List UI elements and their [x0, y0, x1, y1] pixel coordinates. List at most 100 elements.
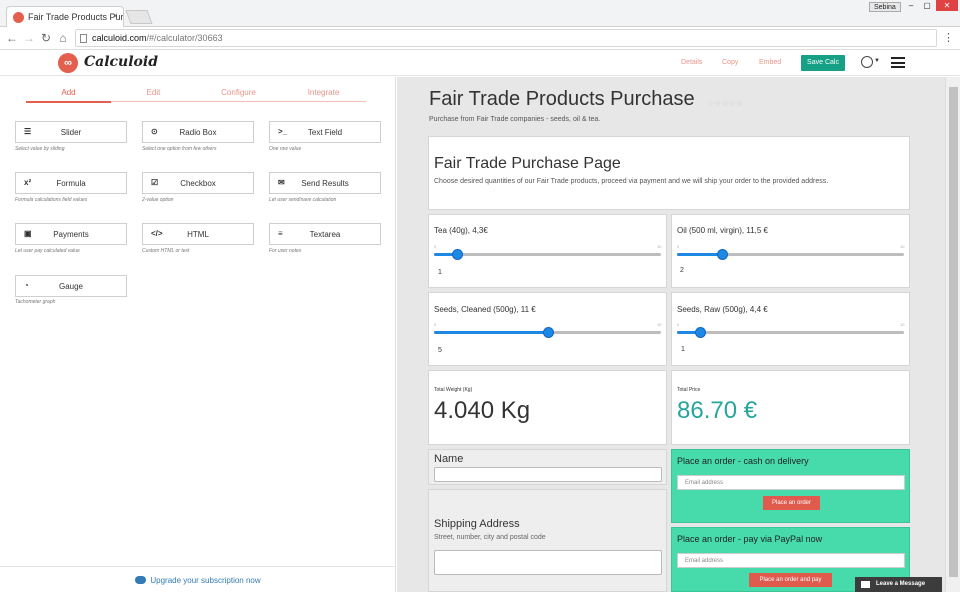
name-label: Name — [434, 453, 464, 465]
builder-panel: Add Edit Configure Integrate ☰ Slider Se… — [0, 77, 396, 592]
slider-label: Tea (40g), 4,3€ — [434, 226, 488, 235]
home-icon[interactable]: ⌂ — [59, 31, 67, 45]
reload-icon[interactable]: ↻ — [40, 31, 52, 45]
total-weight-card: Total Weight (Kg) 4.040 Kg — [428, 370, 667, 445]
forward-arrow-icon[interactable]: → — [23, 31, 35, 45]
slider-thumb[interactable] — [543, 327, 554, 338]
order-paypal-email-input[interactable]: Email address — [677, 553, 905, 568]
tab-edit[interactable]: Edit — [146, 88, 161, 97]
align-left-icon: ≡ — [278, 229, 283, 238]
slider-thumb[interactable] — [717, 249, 728, 260]
intro-text: Choose desired quantities of our Fair Tr… — [434, 178, 829, 185]
minimize-icon[interactable]: – — [908, 1, 914, 10]
shipping-address-textarea[interactable] — [434, 550, 662, 575]
slider-max: 10 — [657, 244, 662, 249]
embed-link[interactable]: Embed — [759, 59, 782, 66]
app-header: ∞ Calculoid Details Copy Embed Save Calc… — [0, 50, 960, 76]
tab-configure[interactable]: Configure — [221, 88, 256, 97]
widget-label: Formula — [56, 179, 86, 188]
slider-thumb[interactable] — [452, 249, 463, 260]
widget-send-results[interactable]: ✉ Send Results — [269, 172, 381, 194]
browser-menu-icon[interactable]: ⋮ — [943, 32, 954, 44]
copy-link[interactable]: Copy — [722, 59, 739, 66]
slider-label: Seeds, Raw (500g), 4,4 € — [677, 305, 768, 314]
slider-fill — [434, 331, 548, 334]
slider-min: 0 — [677, 322, 680, 327]
widget-label: Payments — [53, 230, 89, 239]
details-link[interactable]: Details — [681, 59, 703, 66]
widget-radio-box[interactable]: ⊙ Radio Box — [142, 121, 254, 143]
order-cash-title: Place an order - cash on delivery — [677, 456, 809, 466]
slider-fill — [434, 253, 457, 256]
upgrade-link[interactable]: Upgrade your subscription now — [0, 566, 396, 592]
tachometer-icon: ◔ — [24, 281, 29, 290]
total-price-label: Total Price — [677, 387, 701, 393]
slider-track[interactable] — [434, 249, 661, 260]
intro-card: Fair Trade Purchase Page Choose desired … — [428, 136, 910, 210]
slider-fill — [677, 331, 700, 334]
slider-track[interactable] — [434, 327, 661, 338]
restore-icon[interactable]: ▢ — [923, 1, 931, 10]
order-cash-card: Place an order - cash on delivery Email … — [671, 449, 910, 523]
order-cash-email-input[interactable]: Email address — [677, 475, 905, 490]
save-calc-button[interactable]: Save Calc — [801, 55, 845, 71]
slider-thumb[interactable] — [695, 327, 706, 338]
slider-min: 0 — [434, 244, 437, 249]
terminal-icon: >_ — [278, 127, 288, 136]
window-user-badge[interactable]: Sebina — [869, 2, 901, 12]
slider-icon: ☰ — [24, 127, 32, 136]
place-order-and-pay-button[interactable]: Place an order and pay — [749, 573, 832, 587]
tab-close-icon[interactable]: × — [112, 11, 118, 22]
scrollbar-thumb[interactable] — [949, 87, 958, 577]
widget-payments[interactable]: ▣ Payments — [15, 223, 127, 245]
widget-gauge[interactable]: ◔ Gauge — [15, 275, 127, 297]
widget-description: Custom HTML or text — [142, 248, 190, 254]
order-paypal-title: Place an order - pay via PayPal now — [677, 534, 823, 544]
widget-description: Select one option from few others — [142, 146, 217, 152]
new-tab-button[interactable] — [125, 10, 153, 24]
hamburger-menu-icon[interactable] — [891, 57, 905, 68]
page-info-icon[interactable] — [80, 34, 87, 43]
widget-description: Let user send/save calculation — [269, 197, 337, 203]
widget-html[interactable]: </> HTML — [142, 223, 254, 245]
widget-description: One row value — [269, 146, 302, 152]
widget-text-field[interactable]: >_ Text Field — [269, 121, 381, 143]
radio-icon: ⊙ — [151, 127, 158, 136]
name-input[interactable] — [434, 467, 662, 482]
widget-formula[interactable]: x² Formula — [15, 172, 127, 194]
window-close-icon[interactable]: ✕ — [936, 0, 958, 11]
cloud-upload-icon — [135, 576, 147, 584]
shipping-label: Shipping Address — [434, 518, 520, 530]
chevron-down-icon[interactable]: ▼ — [874, 58, 880, 64]
tab-integrate[interactable]: Integrate — [307, 88, 340, 97]
slider-label: Seeds, Cleaned (500g), 11 € — [434, 305, 536, 314]
upgrade-text: Upgrade your subscription now — [150, 576, 261, 585]
calculator-title: Fair Trade Products Purchase — [429, 88, 695, 110]
slider-card-oil: Oil (500 ml, virgin), 11,5 € 0 10 2 — [671, 214, 910, 288]
place-order-button[interactable]: Place an order — [763, 496, 820, 510]
calculoid-logo-icon[interactable]: ∞ — [58, 53, 78, 73]
logo-text[interactable]: Calculoid — [84, 54, 158, 70]
slider-value: 5 — [438, 347, 442, 354]
browser-tab[interactable]: Fair Trade Products Purc × — [6, 6, 124, 27]
slider-value: 1 — [438, 269, 442, 276]
leave-message-button[interactable]: Leave a Message — [855, 577, 942, 592]
address-bar[interactable]: calculoid.com/#/calculator/30663 — [75, 29, 937, 47]
widget-description: Tachometer graph — [15, 299, 56, 305]
slider-track[interactable] — [677, 327, 904, 338]
total-weight-value: 4.040 Kg — [434, 397, 531, 424]
back-arrow-icon[interactable]: ← — [6, 31, 18, 45]
browser-tab-title: Fair Trade Products Purc — [28, 12, 124, 22]
widget-slider[interactable]: ☰ Slider — [15, 121, 127, 143]
widget-textarea[interactable]: ≡ Textarea — [269, 223, 381, 245]
slider-track[interactable] — [677, 249, 904, 260]
money-icon: ▣ — [24, 229, 32, 238]
name-field-card: Name — [428, 449, 667, 485]
tab-add[interactable]: Add — [26, 88, 111, 103]
code-icon: </> — [151, 229, 163, 238]
user-avatar-icon[interactable] — [861, 56, 873, 68]
slider-card-seeds-cleaned: Seeds, Cleaned (500g), 11 € 0 10 5 — [428, 292, 667, 366]
preview-scrollbar[interactable] — [945, 77, 960, 592]
widget-checkbox[interactable]: ☑ Checkbox — [142, 172, 254, 194]
rating-stars-icon[interactable]: ☆☆☆☆☆ — [707, 99, 743, 108]
